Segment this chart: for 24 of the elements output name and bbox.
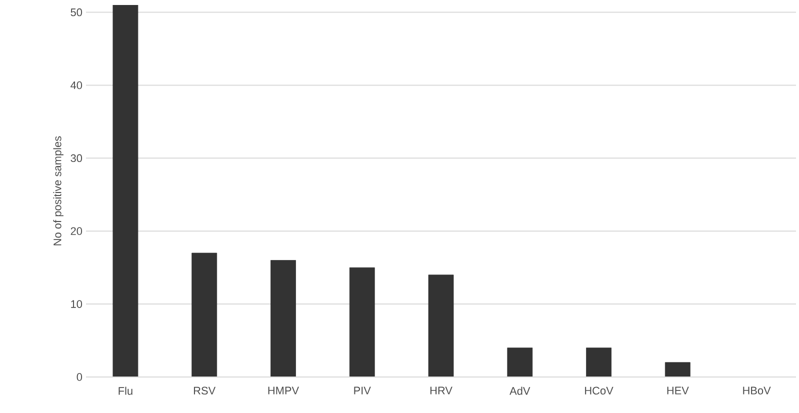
x-tick-label: Flu	[118, 386, 132, 395]
x-tick-label: HMPV	[268, 386, 299, 394]
x-tick-label: HCoV	[585, 386, 614, 395]
bar	[586, 348, 612, 377]
y-axis-title: No of positive samples	[53, 136, 64, 246]
bar	[270, 260, 296, 377]
y-tick-label: 40	[70, 81, 82, 90]
x-tick-label: RSV	[194, 386, 216, 395]
bar	[507, 348, 533, 377]
bar	[428, 274, 454, 377]
x-tick-label: HBoV	[743, 386, 771, 394]
bar	[349, 267, 375, 377]
x-tick-label: HRV	[430, 386, 452, 394]
x-tick-label: PIV	[354, 386, 371, 394]
x-tick-label: AdV	[510, 386, 530, 395]
y-tick-label: 50	[70, 8, 82, 16]
bar	[112, 5, 138, 377]
y-tick-label: 20	[70, 227, 82, 235]
bar	[192, 252, 218, 377]
y-tick-label: 0	[76, 373, 82, 381]
bar	[664, 362, 690, 377]
x-tick-label: HEV	[667, 386, 689, 394]
y-tick-label: 30	[70, 154, 82, 162]
y-tick-label: 10	[71, 300, 82, 308]
